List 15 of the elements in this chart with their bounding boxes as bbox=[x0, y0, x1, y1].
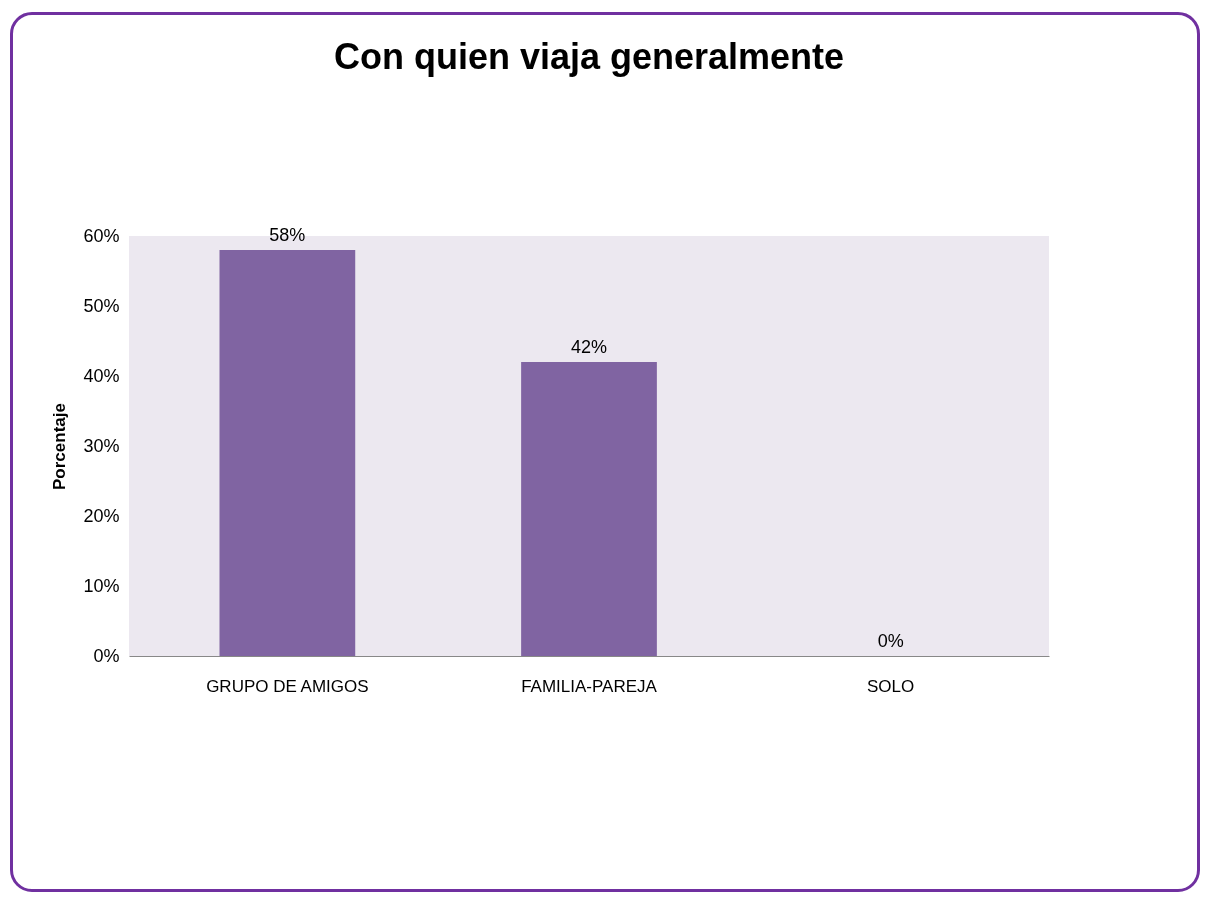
y-tick-label: 20% bbox=[83, 505, 120, 526]
x-tick-label: GRUPO DE AMIGOS bbox=[206, 676, 369, 696]
y-axis-title: Porcentaje bbox=[50, 403, 70, 490]
x-tick-label: SOLO bbox=[867, 676, 915, 696]
data-label: 42% bbox=[570, 337, 608, 357]
y-tick-label: 50% bbox=[83, 295, 120, 316]
y-tick-label: 30% bbox=[83, 435, 120, 456]
data-label: 58% bbox=[269, 225, 306, 245]
y-tick-label: 10% bbox=[83, 575, 120, 596]
y-tick-label: 40% bbox=[83, 365, 120, 386]
x-tick-label: FAMILIA-PAREJA bbox=[521, 676, 658, 696]
chart-title: Con quien viaja generalmente bbox=[333, 36, 845, 77]
y-tick-label: 0% bbox=[93, 645, 120, 666]
data-label: 0% bbox=[877, 631, 904, 651]
y-tick-label: 60% bbox=[83, 225, 120, 246]
